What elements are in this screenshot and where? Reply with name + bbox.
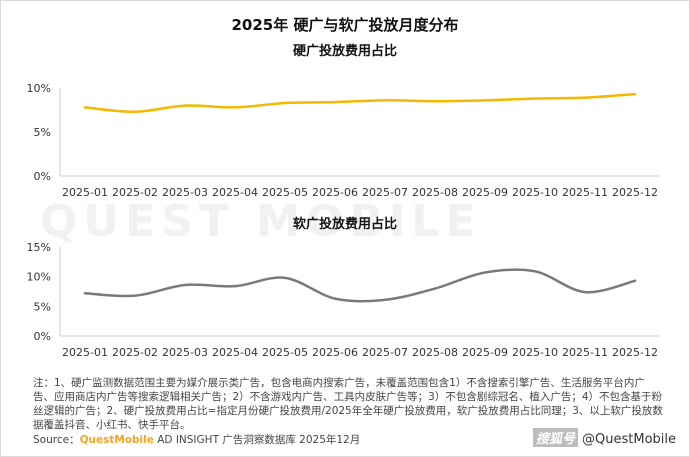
x-tick-label: 2025-07 xyxy=(362,186,408,199)
data-point xyxy=(633,279,637,283)
x-tick-label: 2025-03 xyxy=(162,346,208,359)
credit-handle: @QuestMobile xyxy=(582,432,676,447)
x-tick-label: 2025-12 xyxy=(612,346,658,359)
data-point xyxy=(283,101,287,105)
y-tick-label: 15% xyxy=(27,241,51,254)
data-point xyxy=(133,110,137,113)
series-line xyxy=(83,268,637,303)
data-point xyxy=(533,270,537,273)
data-point xyxy=(483,99,487,102)
y-tick-label: 0% xyxy=(34,170,51,183)
x-tick-label: 2025-11 xyxy=(562,186,608,199)
x-tick-label: 2025-12 xyxy=(612,186,658,199)
data-point xyxy=(383,99,387,102)
x-tick-label: 2025-03 xyxy=(162,186,208,199)
x-tick-label: 2025-06 xyxy=(312,346,358,359)
source-brand: QuestMobile xyxy=(79,434,154,446)
x-tick-label: 2025-02 xyxy=(112,186,158,199)
y-tick-label: 5% xyxy=(34,300,51,313)
soft-ad-chart: 0% 5% 10% 15% 2025-01 2025-02 2025-03 2025-04 20… xyxy=(27,241,660,359)
x-tick-label: 2025-09 xyxy=(462,346,508,359)
data-point xyxy=(483,271,487,274)
data-point xyxy=(233,284,237,288)
data-point xyxy=(283,276,287,280)
x-tick-label: 2025-01 xyxy=(62,346,108,359)
y-tick-label: 0% xyxy=(34,330,51,343)
x-tick-label: 2025-02 xyxy=(112,346,158,359)
data-point xyxy=(333,100,337,104)
data-point xyxy=(433,287,437,290)
x-tick-label: 2025-07 xyxy=(362,346,408,359)
x-tick-label: 2025-04 xyxy=(212,346,258,359)
x-tick-label: 2025-08 xyxy=(412,346,458,359)
platform-credit: 搜狐号 @QuestMobile xyxy=(533,428,676,447)
x-tick-label: 2025-11 xyxy=(562,346,608,359)
data-point xyxy=(183,283,187,287)
x-tick-label: 2025-10 xyxy=(512,346,558,359)
series-line xyxy=(83,92,637,114)
data-point xyxy=(583,290,587,294)
x-tick-label: 2025-04 xyxy=(212,186,258,199)
x-tick-label: 2025-01 xyxy=(62,186,108,199)
data-point xyxy=(533,97,537,100)
soft-ad-chart-title: 软广投放费用占比 xyxy=(292,217,397,232)
x-tick-label: 2025-09 xyxy=(462,186,508,199)
data-point xyxy=(633,92,637,96)
main-title: 2025年 硬广与软广投放月度分布 xyxy=(231,16,459,34)
platform-badge: 搜狐号 xyxy=(533,428,579,447)
y-tick-label: 10% xyxy=(27,82,51,95)
source-line: Source：QuestMobile AD INSIGHT 广告洞察数据库 20… xyxy=(33,432,360,447)
source-rest: AD INSIGHT 广告洞察数据库 2025年12月 xyxy=(153,434,361,446)
x-tick-label: 2025-05 xyxy=(262,346,308,359)
source-prefix: Source： xyxy=(33,434,80,446)
hard-ad-chart-title: 硬广投放费用占比 xyxy=(292,44,397,59)
y-tick-label: 5% xyxy=(34,126,51,139)
data-point xyxy=(133,294,137,297)
x-tick-label: 2025-05 xyxy=(262,186,308,199)
y-tick-label: 10% xyxy=(27,271,51,284)
x-tick-label: 2025-10 xyxy=(512,186,558,199)
footnote: 注：1、硬广监测数据范围主要为媒介展示类广告，包含电商内搜索广告，未覆盖范围包含… xyxy=(33,377,663,431)
data-point xyxy=(433,100,437,103)
x-tick-label: 2025-06 xyxy=(312,186,358,199)
data-point xyxy=(333,297,337,300)
data-point xyxy=(183,104,187,107)
data-point xyxy=(83,292,87,295)
data-point xyxy=(383,298,387,302)
data-point xyxy=(83,106,87,109)
data-point xyxy=(583,96,587,99)
watermark: QUEST MOBILE xyxy=(40,196,482,247)
data-point xyxy=(233,106,237,109)
hard-ad-chart: 0% 5% 10% 2025-01 2025-02 2025-03 2025-04 2025-… xyxy=(27,82,660,199)
x-tick-label: 2025-08 xyxy=(412,186,458,199)
